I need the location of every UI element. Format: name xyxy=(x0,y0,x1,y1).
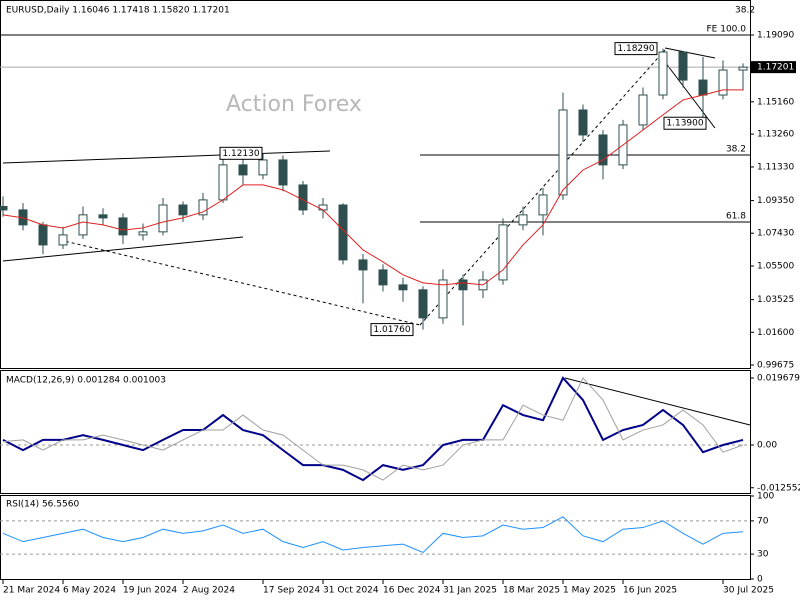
level-label: 38.2 xyxy=(735,6,755,16)
candle-body xyxy=(698,79,708,96)
x-tick-label: 31 Oct 2024 xyxy=(323,586,379,596)
candle-body xyxy=(218,164,228,201)
y-tick-label: -0.012552 xyxy=(757,483,800,493)
candle-body xyxy=(178,204,188,216)
price-label-box xyxy=(614,42,658,56)
candle-body xyxy=(358,259,368,271)
last-price-box xyxy=(750,61,796,74)
watermark: Action Forex xyxy=(226,92,362,117)
price-label-box xyxy=(663,116,707,130)
price-label: 1.12130 xyxy=(222,149,259,159)
x-tick-label: 6 May 2024 xyxy=(63,586,116,596)
series-line xyxy=(2,516,744,554)
candle-body xyxy=(0,206,8,211)
trend-line xyxy=(564,377,751,426)
price-label: 1.13900 xyxy=(666,119,703,129)
candle-body xyxy=(678,51,688,81)
level-label: 38.2 xyxy=(726,145,746,155)
rsi-panel xyxy=(0,495,751,580)
price-panel xyxy=(0,0,751,369)
candle-body xyxy=(118,217,128,236)
y-tick-label: 0.00 xyxy=(757,441,777,451)
level-label: 61.8 xyxy=(726,211,746,221)
rsi-title: RSI(14) 56.5560 xyxy=(6,500,79,510)
y-tick-label: 1.19090 xyxy=(757,31,794,41)
series-line xyxy=(2,89,743,286)
candle-body xyxy=(338,204,348,261)
y-tick-label: 100 xyxy=(757,492,774,502)
x-tick-label: 2 Aug 2024 xyxy=(183,586,235,596)
y-tick-label: 1.15160 xyxy=(757,97,794,107)
panel-frames xyxy=(0,0,751,580)
candle-body xyxy=(378,269,388,286)
trend-line xyxy=(2,236,244,262)
candle-body xyxy=(578,109,588,136)
candle-body xyxy=(518,214,528,226)
candle-body xyxy=(138,231,148,236)
candle-body xyxy=(418,289,428,319)
candle-body xyxy=(258,159,268,176)
series-line xyxy=(2,377,744,481)
trend-line xyxy=(2,150,331,164)
candle-body xyxy=(58,234,68,246)
x-tick-label: 17 Sep 2024 xyxy=(263,586,320,596)
candle-body xyxy=(638,94,648,126)
last-price-label: 1.17201 xyxy=(757,63,794,73)
y-tick-label: 1.07430 xyxy=(757,229,794,239)
x-tick-label: 21 Mar 2024 xyxy=(3,586,60,596)
candle-body xyxy=(238,164,248,176)
candle-body xyxy=(278,159,288,186)
x-tick-label: 19 Jun 2024 xyxy=(123,586,177,596)
series-line xyxy=(2,376,744,482)
trend-line xyxy=(664,61,716,129)
candle-body xyxy=(318,204,328,211)
candle-body xyxy=(78,214,88,236)
candle-body xyxy=(98,214,108,219)
trend-line xyxy=(59,239,421,326)
candle-body xyxy=(658,51,668,96)
y-tick-label: 1.13260 xyxy=(757,130,794,140)
price-label: 1.18290 xyxy=(617,44,654,54)
chart-title: EURUSD,Daily 1.16046 1.17418 1.15820 1.1… xyxy=(6,6,230,16)
x-tick-label: 1 May 2025 xyxy=(563,586,616,596)
candle-body xyxy=(438,279,448,319)
x-tick-label: 18 Mar 2025 xyxy=(503,586,560,596)
level-label: FE 100.0 xyxy=(707,25,747,35)
candle-body xyxy=(738,66,748,71)
y-tick-label: 0 xyxy=(757,575,763,585)
y-tick-label: 0.019679 xyxy=(757,374,800,384)
candle-body xyxy=(498,224,508,281)
candle-body xyxy=(298,184,308,211)
trend-line xyxy=(419,49,666,326)
y-tick-label: 0.99675 xyxy=(757,361,794,371)
macd-title: MACD(12,26,9) 0.001284 0.001003 xyxy=(6,376,166,386)
y-tick-label: 1.11330 xyxy=(757,162,794,172)
y-tick-label: 70 xyxy=(757,516,769,526)
candle-body xyxy=(538,194,548,216)
y-tick-label: 1.01600 xyxy=(757,328,794,338)
x-tick-label: 16 Dec 2024 xyxy=(383,586,441,596)
price-label: 1.01760 xyxy=(373,325,410,335)
x-tick-label: 30 Jul 2025 xyxy=(723,586,774,596)
candle-body xyxy=(558,109,568,196)
candle-body xyxy=(158,204,168,233)
y-tick-label: 1.09350 xyxy=(757,196,794,206)
y-tick-label: 30 xyxy=(757,550,769,560)
trend-line xyxy=(664,47,716,59)
price-label-box xyxy=(370,323,414,337)
macd-panel xyxy=(0,370,751,494)
x-tick-label: 16 Jun 2025 xyxy=(623,586,677,596)
candle-body xyxy=(38,224,48,246)
y-tick-label: 1.03525 xyxy=(757,295,794,305)
candle-body xyxy=(598,134,608,166)
candle-body xyxy=(458,279,468,291)
price-label-box xyxy=(219,146,263,160)
y-tick-label: 1.05500 xyxy=(757,262,794,272)
x-tick-label: 31 Jan 2025 xyxy=(443,586,497,596)
candle-body xyxy=(718,69,728,96)
candle-body xyxy=(198,199,208,216)
trend-lines xyxy=(2,47,751,426)
candle-body xyxy=(398,284,408,291)
